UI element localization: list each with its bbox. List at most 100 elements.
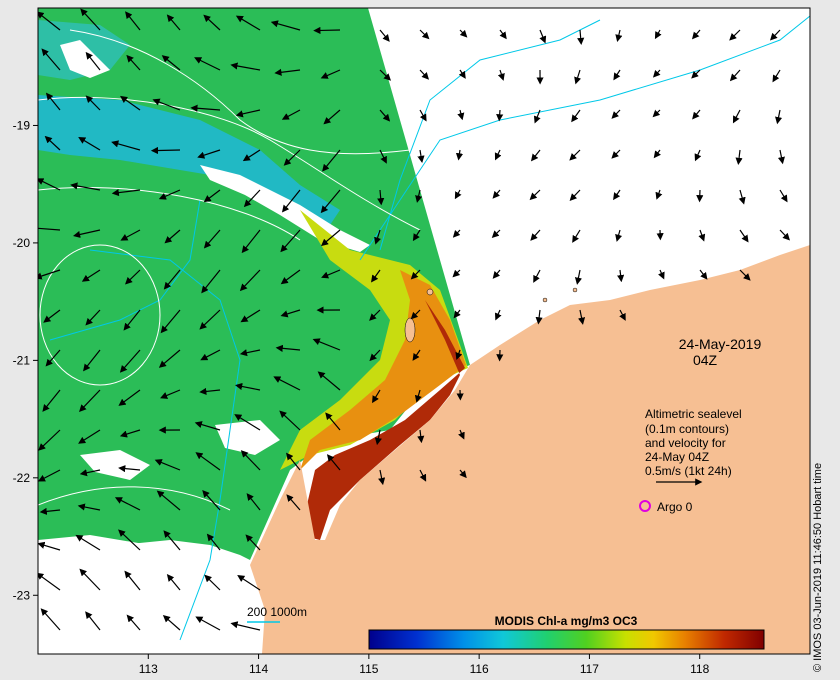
velocity-arrow: [242, 149, 261, 162]
velocity-arrow: [206, 533, 221, 551]
velocity-arrow: [777, 149, 785, 165]
velocity-arrow: [125, 11, 141, 31]
velocity-arrow: [126, 614, 141, 631]
depth-legend-label: 200 1000m: [247, 605, 307, 619]
velocity-arrow: [239, 349, 261, 357]
argo-label: Argo 0: [657, 500, 693, 514]
velocity-arrow: [615, 229, 623, 242]
svg-text:Altimetric sealevel: Altimetric sealevel: [645, 407, 742, 421]
velocity-arrow: [286, 494, 301, 511]
islands: [404, 287, 578, 343]
velocity-arrow: [410, 309, 421, 320]
velocity-arrow: [230, 62, 261, 71]
argo-marker: [639, 500, 651, 512]
svg-text:(0.1m contours): (0.1m contours): [645, 422, 729, 436]
velocity-arrow: [203, 14, 221, 31]
velocity-arrow: [735, 149, 743, 166]
velocity-arrow: [152, 98, 181, 111]
velocity-arrow: [246, 493, 261, 511]
velocity-arrow: [694, 149, 702, 162]
velocity-arrow: [539, 29, 547, 44]
velocity-arrow: [120, 229, 141, 241]
velocity-arrow: [111, 189, 141, 197]
y-tick-label: -22: [13, 471, 31, 485]
velocity-arrow: [414, 389, 422, 403]
velocity-arrow: [72, 229, 101, 238]
velocity-arrow: [286, 452, 301, 471]
velocity-arrow: [658, 269, 665, 280]
velocity-arrow: [320, 189, 341, 214]
velocity-arrow: [230, 621, 261, 631]
velocity-arrow: [577, 29, 585, 46]
velocity-arrow: [158, 189, 181, 200]
velocity-arrow: [111, 140, 141, 151]
velocity-arrow: [497, 69, 505, 81]
velocity-arrow: [44, 135, 61, 151]
velocity-arrow: [275, 344, 301, 352]
velocity-arrow: [245, 534, 261, 551]
velocity-arrow: [779, 189, 788, 203]
velocity-arrow: [454, 189, 462, 200]
velocity-arrow: [234, 414, 261, 431]
velocity-arrow: [530, 229, 541, 241]
velocity-arrow: [81, 269, 101, 282]
velocity-arrow: [118, 529, 141, 551]
velocity-arrow: [199, 387, 221, 396]
y-tick-label: -21: [13, 353, 31, 367]
velocity-arrow: [419, 469, 427, 482]
velocity-arrow: [38, 11, 61, 31]
velocity-arrow: [45, 92, 61, 111]
velocity-arrow: [369, 309, 381, 321]
velocity-arrow: [691, 69, 701, 79]
velocity-arrow: [313, 26, 341, 35]
velocity-arrow: [452, 269, 461, 278]
velocity-arrow: [494, 149, 502, 161]
velocity-arrow: [417, 149, 425, 164]
velocity-arrow: [699, 269, 708, 280]
velocity-arrow: [280, 229, 301, 253]
depth-contours: [49, 15, 810, 641]
velocity-arrow: [166, 574, 181, 591]
velocity-arrow: [273, 376, 301, 391]
velocity-arrow: [738, 189, 746, 205]
velocity-arrow: [491, 229, 501, 238]
plot-frame: [37, 7, 811, 655]
velocity-arrow: [114, 497, 141, 511]
velocity-arrow: [415, 189, 423, 203]
velocity-arrow: [572, 229, 581, 243]
velocity-arrow: [321, 269, 341, 279]
velocity-arrow: [195, 452, 221, 471]
velocity-arrow: [270, 20, 301, 31]
velocity-arrow: [698, 229, 706, 242]
velocity-arrow: [320, 69, 341, 79]
velocity-arrow: [739, 269, 751, 281]
velocity-arrow: [617, 269, 625, 283]
colorbar-tick-label: 0.1: [450, 656, 467, 670]
velocity-arrow: [120, 95, 141, 111]
velocity-arrow: [372, 389, 381, 404]
velocity-arrow: [578, 309, 586, 325]
velocity-arrow: [42, 389, 61, 412]
velocity-arrow: [80, 8, 101, 31]
velocity-arrow: [378, 469, 386, 486]
velocity-arrow: [203, 189, 221, 203]
velocity-arrow: [162, 615, 181, 631]
velocity-arrow: [235, 109, 261, 118]
velocity-arrow: [325, 412, 341, 431]
velocity-arrow: [190, 104, 221, 112]
cloud-patch-north: [60, 40, 110, 78]
colorbar-tick-label: 4: [730, 656, 737, 670]
svg-text:and velocity for: and velocity for: [645, 436, 726, 450]
velocity-arrow: [39, 507, 61, 515]
land-mass: [250, 245, 810, 654]
svg-text:24-May 04Z: 24-May 04Z: [645, 450, 709, 464]
velocity-arrow: [79, 469, 101, 477]
velocity-arrow: [280, 309, 301, 318]
date-label: 24-May-2019: [679, 336, 762, 352]
colorbar-title: MODIS Chl-a mg/m3 OC3: [495, 614, 638, 628]
velocity-arrow: [611, 109, 621, 119]
velocity-arrow: [611, 149, 621, 159]
velocity-arrow: [241, 229, 261, 254]
cloud-patch-mid: [80, 450, 150, 480]
